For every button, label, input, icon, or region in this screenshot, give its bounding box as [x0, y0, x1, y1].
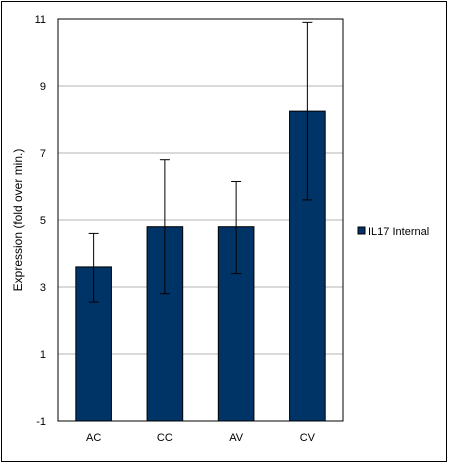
plot-area	[57, 18, 344, 422]
error-bar-cv	[302, 21, 313, 201]
error-bar-cc	[159, 159, 170, 295]
y-tick-label: 9	[40, 81, 46, 93]
x-tick-labels: AC CC AV CV	[86, 432, 316, 444]
x-tick-label: AC	[86, 432, 101, 444]
legend-swatch	[357, 226, 366, 235]
y-tick-labels: -1 1 3 5 7 9 11	[35, 14, 46, 428]
bars	[75, 110, 326, 422]
y-tick-label: 3	[40, 282, 46, 294]
legend: IL17 Internal	[357, 226, 429, 238]
y-tick-label: 5	[40, 215, 46, 227]
y-axis-title: Expression (fold over min.)	[11, 149, 25, 292]
error-bar-av	[231, 180, 242, 275]
x-tick-label: AV	[229, 432, 244, 444]
y-tick-label: 11	[35, 14, 46, 26]
legend-label: IL17 Internal	[368, 226, 429, 238]
error-bar-ac	[88, 232, 99, 303]
y-tick-label: -1	[36, 416, 46, 428]
x-tick-label: CC	[157, 432, 173, 444]
error-bars	[88, 21, 313, 303]
y-tick-label: 7	[40, 148, 46, 160]
y-tick-label: 1	[40, 349, 46, 361]
x-tick-label: CV	[300, 432, 316, 444]
